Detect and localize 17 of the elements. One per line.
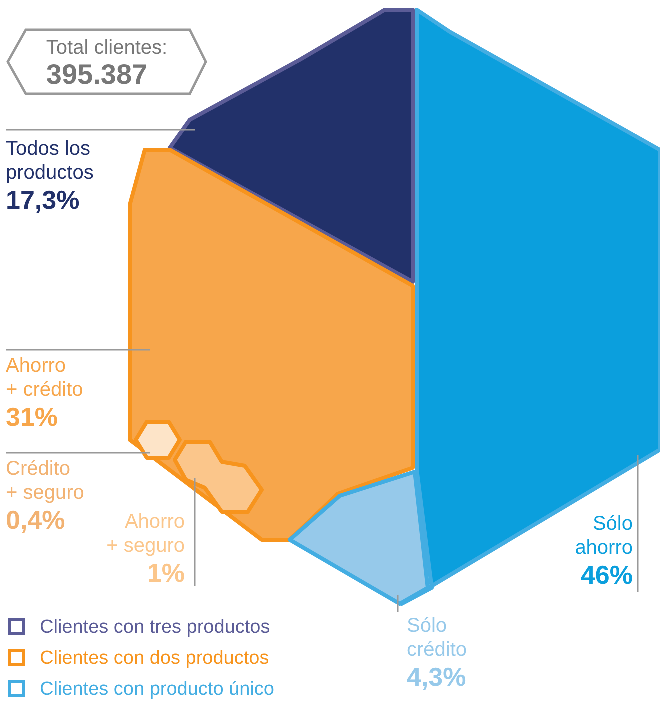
text: 395.387 (46, 59, 148, 90)
category-label: Ahorro + crédito (6, 355, 84, 401)
text: Total clientes: (46, 37, 168, 59)
legend-label: Clientes con tres productos (40, 617, 270, 638)
data-label: 4,3% (407, 662, 466, 692)
category-label: Sólo crédito (407, 615, 468, 661)
data-label: 0,4% (6, 505, 66, 535)
data-label: 17,3% (6, 185, 80, 215)
category-label: Sólo ahorro (575, 513, 633, 559)
category-label: Todos los productos (6, 138, 94, 184)
category-label: Crédito + seguro (6, 458, 84, 504)
legend-label: Clientes con dos productos (40, 648, 270, 669)
data-label: 31% (6, 402, 58, 432)
data-label: 1% (147, 558, 185, 588)
data-label: 46% (580, 560, 633, 590)
category-label: Ahorro + seguro (106, 511, 185, 557)
legend-label: Clientes con producto único (40, 679, 274, 700)
